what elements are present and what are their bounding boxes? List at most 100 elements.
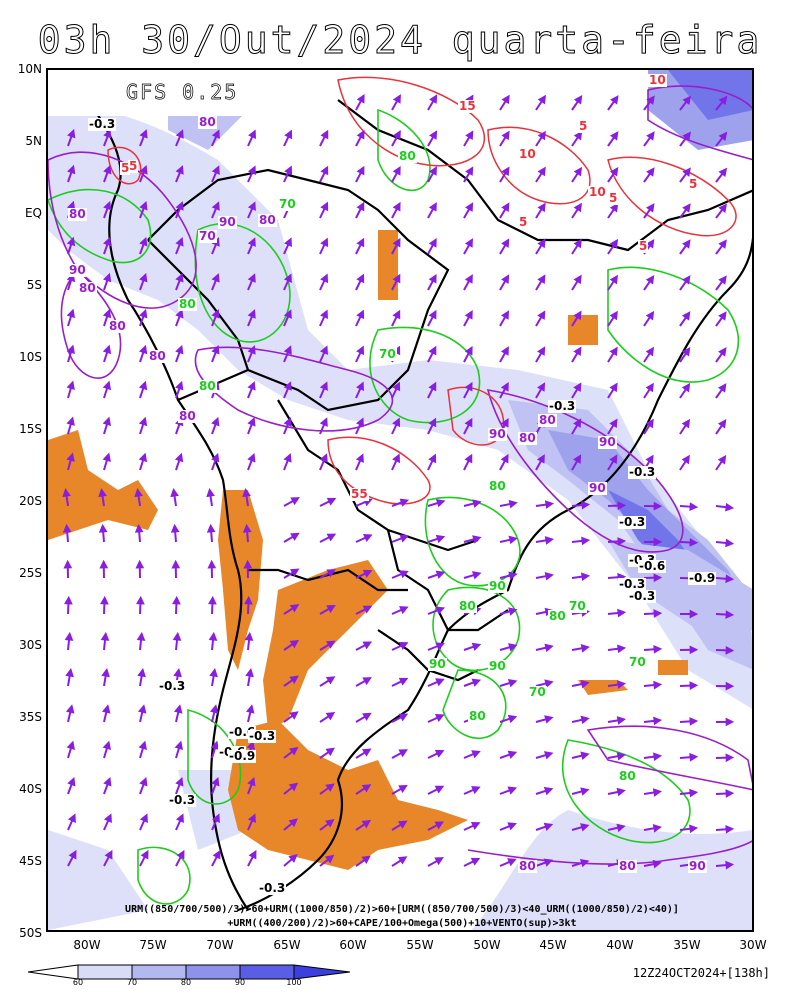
wind-arrow-head — [464, 274, 473, 284]
wind-arrow-head — [537, 94, 547, 105]
wind-arrow-head — [392, 453, 401, 464]
wind-arrow-head — [103, 236, 112, 247]
map-title: 03h 30/Out/2024 quarta-feira — [37, 18, 763, 63]
red-contour-label: 5 — [688, 177, 699, 191]
wind-arrow-head — [175, 165, 184, 175]
wind-arrow-head — [137, 668, 146, 678]
lat-label: 40S — [19, 782, 42, 796]
wind-arrow-head — [689, 824, 699, 834]
omega-contour-label: -0.3 — [168, 793, 197, 807]
wind-arrow-head — [172, 631, 182, 641]
lon-label: 55W — [406, 938, 434, 952]
wind-arrow-head — [324, 854, 335, 864]
green-contour-label: 80 — [468, 709, 487, 723]
wind-arrow-head — [645, 310, 655, 321]
wind-arrow-head — [102, 416, 111, 427]
wind-arrow-head — [362, 569, 373, 578]
wind-arrow-head — [320, 165, 329, 176]
wind-arrow-head — [428, 453, 437, 464]
wind-arrow-head — [102, 308, 112, 319]
wind-arrow-head — [136, 631, 146, 641]
wind-arrow-head — [248, 129, 256, 140]
wind-arrow-head — [66, 740, 75, 751]
green-contour-label: 90 — [428, 657, 447, 671]
wind-arrow-head — [247, 345, 256, 355]
wind-arrow-head — [537, 238, 546, 249]
lat-label: 25S — [19, 566, 42, 580]
wind-arrow-head — [725, 860, 735, 870]
wind-arrow-head — [139, 165, 148, 175]
wind-arrow-head — [175, 813, 184, 823]
wind-arrow-head — [326, 604, 336, 613]
green-contour-label: 70 — [528, 685, 547, 699]
weather-map[interactable]: GFS 0.25 5 10 15 5 10 5 10 5 5 5 5 55 80 70 80 90 80 70 80… — [46, 68, 754, 932]
wind-arrow-head — [283, 381, 292, 391]
lon-label: 35W — [673, 938, 701, 952]
wind-arrow-head — [573, 130, 583, 141]
wind-arrow-head — [356, 237, 365, 248]
wind-arrow-head — [175, 201, 184, 211]
wind-arrow-head — [136, 595, 145, 605]
wind-arrow-head — [718, 347, 727, 357]
wind-arrow-head — [399, 570, 409, 579]
wind-arrow-head — [209, 668, 218, 678]
wind-arrow-head — [398, 677, 409, 686]
wind-arrow-head — [429, 94, 438, 104]
wind-arrow-head — [573, 418, 582, 428]
wind-arrow-head — [138, 740, 147, 751]
wind-arrow-head — [573, 274, 582, 285]
wind-arrow-head — [653, 716, 663, 726]
wind-arrow-head — [537, 274, 546, 284]
wind-arrow-head — [653, 537, 663, 547]
purple-contour-label: 80 — [518, 431, 537, 445]
wind-arrow-head — [66, 236, 76, 247]
wind-arrow-head — [362, 605, 373, 614]
wind-arrow-head — [134, 487, 143, 498]
wind-arrow-head — [573, 454, 582, 464]
wind-arrow-head — [399, 606, 409, 615]
wind-arrow-head — [471, 786, 481, 795]
wind-arrow-head — [501, 238, 510, 248]
wind-arrow-head — [435, 678, 445, 687]
wind-arrow-head — [361, 784, 372, 793]
wind-arrow-head — [392, 130, 401, 140]
red-contour-label: 10 — [588, 185, 607, 199]
wind-arrow-head — [139, 272, 148, 283]
wind-arrow-head — [537, 202, 546, 213]
wind-arrow-head — [325, 711, 336, 721]
wind-arrow-head — [507, 750, 518, 759]
wind-arrow-head — [718, 275, 727, 285]
wind-arrow-head — [67, 813, 76, 823]
wind-arrow-head — [725, 645, 735, 655]
wind-arrow-head — [356, 309, 365, 320]
wind-arrow-head — [681, 311, 691, 321]
purple-contour-label: 80 — [148, 349, 167, 363]
wind-arrow-head — [355, 417, 364, 427]
purple-contour-label: 80 — [198, 115, 217, 129]
wind-arrow-head — [617, 501, 627, 510]
wind-arrow-head — [320, 273, 329, 284]
wind-arrow-head — [211, 452, 220, 463]
wind-arrow-head — [247, 381, 256, 391]
wind-arrow-head — [103, 128, 112, 139]
wind-arrow-head — [537, 130, 546, 141]
wind-arrow-head — [356, 129, 365, 140]
wind-arrow-head — [609, 202, 619, 213]
green-contour-label: 80 — [178, 297, 197, 311]
wind-arrow-head — [392, 94, 401, 104]
wind-arrow-head — [609, 382, 618, 393]
wind-arrow-head — [428, 238, 437, 248]
wind-arrow-head — [283, 417, 292, 427]
wind-arrow-head — [580, 823, 590, 832]
wind-arrow-head — [689, 645, 699, 655]
purple-contour-label: 80 — [618, 859, 637, 873]
wind-arrow-head — [206, 487, 215, 498]
wind-arrow-head — [362, 641, 373, 650]
wind-arrow-head — [66, 380, 75, 390]
green-contour-label: 70 — [378, 347, 397, 361]
wind-arrow-head — [247, 201, 256, 211]
wind-arrow-head — [725, 502, 735, 512]
wind-arrow-head — [544, 715, 554, 724]
wind-arrow-head — [392, 201, 401, 212]
wind-arrow-head — [609, 418, 618, 429]
